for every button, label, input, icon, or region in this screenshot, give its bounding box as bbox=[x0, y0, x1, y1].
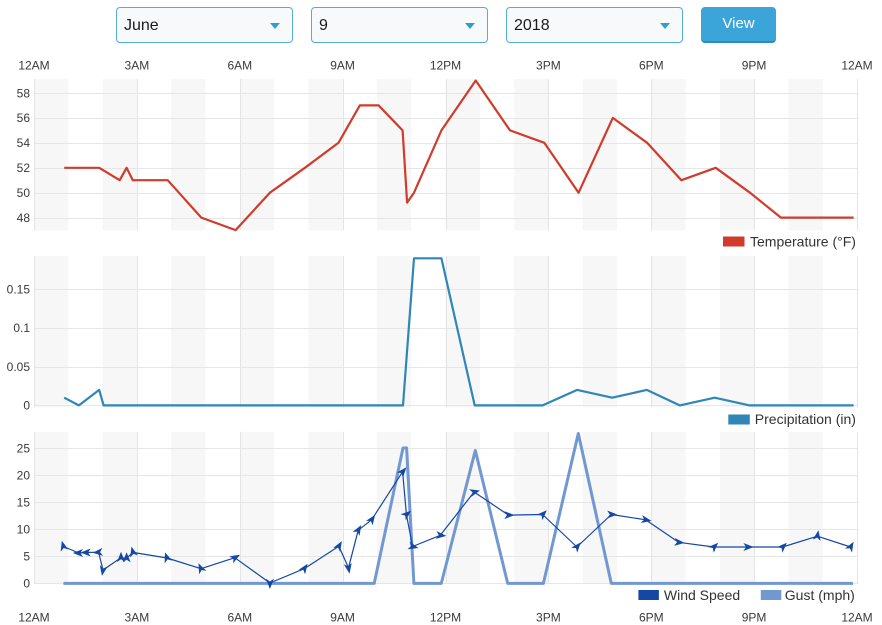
svg-text:12AM: 12AM bbox=[18, 611, 49, 625]
svg-text:56: 56 bbox=[17, 111, 31, 125]
svg-text:6PM: 6PM bbox=[639, 611, 664, 625]
svg-text:9PM: 9PM bbox=[742, 611, 767, 625]
svg-text:10: 10 bbox=[17, 523, 31, 537]
svg-text:0.1: 0.1 bbox=[13, 321, 30, 335]
svg-text:0: 0 bbox=[23, 577, 30, 591]
svg-text:3PM: 3PM bbox=[536, 611, 561, 625]
svg-text:58: 58 bbox=[17, 86, 31, 100]
svg-text:5: 5 bbox=[23, 550, 30, 564]
svg-text:15: 15 bbox=[17, 496, 31, 510]
svg-text:12AM: 12AM bbox=[841, 59, 872, 73]
svg-text:0: 0 bbox=[23, 399, 30, 413]
svg-text:3PM: 3PM bbox=[536, 59, 561, 73]
svg-text:12PM: 12PM bbox=[430, 59, 461, 73]
svg-text:Gust (mph): Gust (mph) bbox=[785, 587, 855, 603]
svg-text:9AM: 9AM bbox=[330, 611, 355, 625]
svg-text:9AM: 9AM bbox=[330, 59, 355, 73]
svg-text:20: 20 bbox=[17, 468, 31, 482]
svg-text:0.15: 0.15 bbox=[7, 283, 31, 297]
svg-text:3AM: 3AM bbox=[125, 59, 150, 73]
svg-text:52: 52 bbox=[17, 161, 31, 175]
svg-text:12PM: 12PM bbox=[430, 611, 461, 625]
svg-text:6PM: 6PM bbox=[639, 59, 664, 73]
svg-text:25: 25 bbox=[17, 441, 31, 455]
svg-text:Temperature (°F): Temperature (°F) bbox=[750, 234, 856, 250]
svg-text:54: 54 bbox=[17, 136, 31, 150]
svg-text:6AM: 6AM bbox=[227, 59, 252, 73]
svg-text:6AM: 6AM bbox=[227, 611, 252, 625]
svg-text:12AM: 12AM bbox=[18, 59, 49, 73]
svg-text:50: 50 bbox=[17, 186, 31, 200]
svg-text:48: 48 bbox=[17, 211, 31, 225]
svg-text:Precipitation (in): Precipitation (in) bbox=[755, 411, 856, 427]
svg-text:3AM: 3AM bbox=[125, 611, 150, 625]
svg-text:0.05: 0.05 bbox=[7, 360, 31, 374]
svg-text:12AM: 12AM bbox=[841, 611, 872, 625]
svg-text:9PM: 9PM bbox=[742, 59, 767, 73]
svg-text:Wind Speed: Wind Speed bbox=[664, 587, 740, 603]
